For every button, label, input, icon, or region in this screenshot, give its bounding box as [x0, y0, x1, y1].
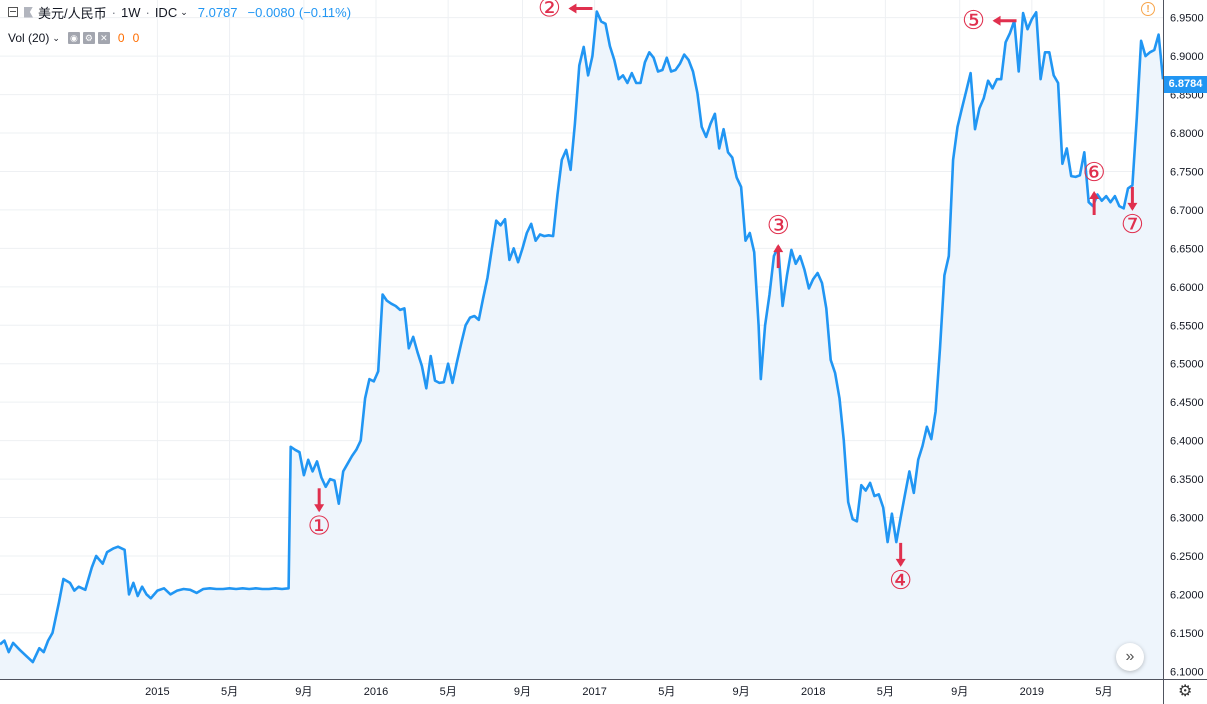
x-tick-label: 5月	[877, 686, 894, 698]
price-change: −0.0080	[247, 4, 295, 20]
y-tick-label: 6.3000	[1170, 513, 1204, 525]
y-tick-label: 6.7000	[1170, 205, 1204, 217]
annotation-arrowhead	[314, 504, 325, 513]
symbol-legend: 美元/人民币 · 1W · IDC ⌄ 7.0787 −0.0080 (−0.1…	[8, 3, 351, 21]
annotation-arrowhead	[568, 3, 577, 14]
x-tick-label: 2017	[582, 686, 606, 698]
y-tick-label: 6.4500	[1170, 397, 1204, 409]
y-tick-label: 6.7500	[1170, 166, 1204, 178]
annotation-label: ②	[538, 0, 561, 23]
volume-legend: Vol (20) ⌄ ◉ ⚙ ✕ 0 0	[8, 29, 139, 47]
x-tick-label: 9月	[514, 686, 531, 698]
series-line[interactable]	[0, 10, 1165, 664]
annotation-arrowhead	[895, 558, 906, 567]
annotation-arrowhead	[1127, 202, 1138, 211]
annotation-label: ③	[767, 211, 790, 241]
settings-icon[interactable]: ⚙	[82, 32, 95, 44]
annotation-label: ①	[308, 511, 331, 541]
symbol-name[interactable]: 美元/人民币	[38, 5, 107, 21]
x-tick-label: 5月	[221, 686, 238, 698]
y-tick-label: 6.8000	[1170, 128, 1204, 140]
chevron-down-icon[interactable]: ⌄	[52, 32, 60, 43]
volume-value: 0	[117, 31, 125, 45]
gear-icon[interactable]: ⚙	[1178, 683, 1193, 700]
close-icon[interactable]: ✕	[97, 32, 110, 44]
x-tick-label: 2018	[801, 686, 825, 698]
exchange-label[interactable]: IDC	[154, 4, 178, 20]
x-tick-label: 9月	[951, 686, 968, 698]
last-price: 7.0787	[197, 4, 238, 20]
x-tick-label: 2016	[364, 686, 388, 698]
x-tick-label: 5月	[1095, 686, 1112, 698]
annotation-label: ⑦	[1121, 210, 1144, 240]
separator-dot: ·	[145, 4, 150, 20]
alert-exclamation-icon[interactable]: !	[1141, 2, 1155, 16]
y-tick-label: 6.1500	[1170, 628, 1204, 640]
x-tick-label: 2015	[145, 686, 169, 698]
annotation-label: ⑥	[1082, 158, 1105, 188]
double-chevron-right-icon[interactable]: »	[1116, 643, 1144, 671]
y-tick-label: 6.5000	[1170, 359, 1204, 371]
last-price-tag: 6.8784	[1164, 76, 1207, 93]
flag-icon[interactable]	[24, 6, 33, 18]
collapse-square-icon[interactable]	[8, 7, 18, 17]
y-tick-label: 6.2000	[1170, 589, 1204, 601]
y-tick-label: 6.9500	[1170, 13, 1204, 25]
annotation-label: ④	[889, 566, 912, 596]
y-tick-label: 6.6500	[1170, 243, 1204, 255]
chevron-down-icon[interactable]: ⌄	[180, 6, 188, 17]
x-tick-label: 5月	[658, 686, 675, 698]
volume-indicator-label[interactable]: Vol (20)	[8, 31, 50, 45]
y-tick-label: 6.6000	[1170, 282, 1204, 294]
annotation-label: ⑤	[962, 6, 985, 36]
annotation-arrowhead	[1089, 191, 1100, 200]
y-tick-label: 6.9000	[1170, 51, 1204, 63]
x-tick-label: 9月	[733, 686, 750, 698]
volume-ma-value: 0	[132, 31, 140, 45]
annotation-arrowhead	[992, 15, 1001, 26]
separator-dot: ·	[111, 4, 116, 20]
eye-icon[interactable]: ◉	[67, 32, 80, 44]
y-tick-label: 6.1000	[1170, 666, 1204, 678]
interval-label[interactable]: 1W	[120, 4, 141, 20]
y-tick-label: 6.5500	[1170, 320, 1204, 332]
x-tick-label: 5月	[440, 686, 457, 698]
y-tick-label: 6.3500	[1170, 474, 1204, 486]
y-tick-label: 6.2500	[1170, 551, 1204, 563]
y-tick-label: 6.4000	[1170, 436, 1204, 448]
annotation-arrowhead	[773, 244, 784, 253]
x-tick-label: 9月	[295, 686, 312, 698]
price-change-percent: (−0.11%)	[298, 4, 352, 20]
x-tick-label: 2019	[1020, 686, 1044, 698]
